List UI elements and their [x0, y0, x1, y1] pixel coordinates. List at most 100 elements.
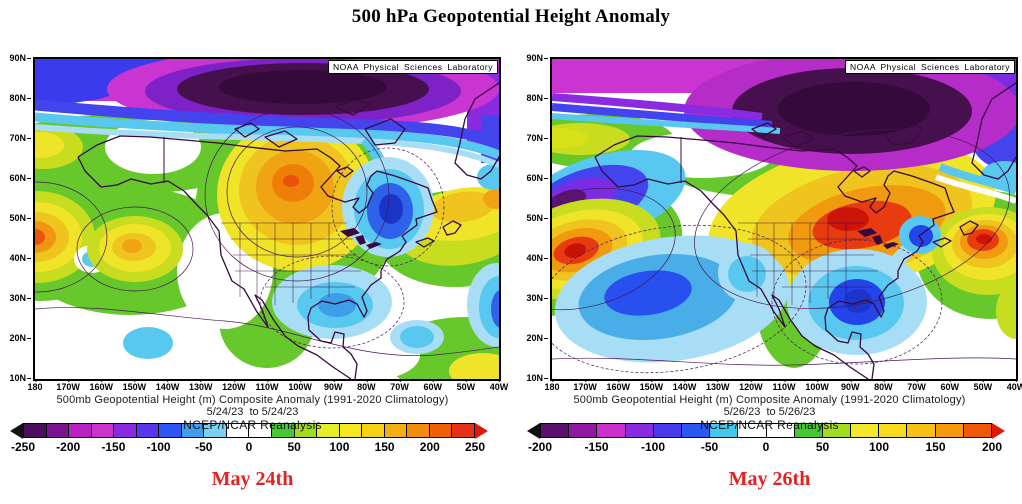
colorbar-segment: [851, 424, 880, 437]
colorbar-segment: [136, 424, 160, 437]
lon-tick-label: 120W: [222, 379, 246, 392]
coastlines: [594, 82, 1016, 379]
colorbar-tick-label: -150: [101, 440, 126, 454]
lon-tick-label: 170W: [56, 379, 80, 392]
lon-tick-label: 70W: [907, 379, 926, 392]
colorbar-segment: [822, 424, 852, 437]
colorbar-segment: [159, 424, 182, 437]
lon-tick-label: 140W: [672, 379, 697, 392]
colorbar-segment: [204, 424, 227, 437]
lon-tick-label: 100W: [805, 379, 829, 392]
colorbar-segment: [24, 424, 47, 437]
lat-tick-label: 80N: [526, 93, 548, 103]
lat-tick-label: 40N: [526, 253, 548, 263]
map-frame: NOAA Physical Sciences Laboratory: [550, 57, 1018, 381]
panel-may-26: 90N 80N 70N 60N 50N 40N 30N 20N 10N: [521, 30, 1022, 504]
lat-tick-label: 70N: [526, 133, 548, 143]
lat-tick-label: 50N: [9, 213, 31, 223]
colorbar-right-arrow: [475, 422, 488, 439]
lat-tick-label: 70N: [9, 133, 31, 143]
lat-tick-label: 60N: [9, 173, 31, 183]
colorbar-strip: [540, 423, 992, 438]
lon-tick-label: 60W: [423, 379, 442, 392]
lat-tick-label: 10N: [526, 373, 548, 383]
anomaly-map-may-24: [35, 59, 499, 379]
lon-tick-label: 110W: [255, 379, 279, 392]
colorbar-tick-label: -50: [195, 440, 213, 454]
colorbar-segment: [46, 424, 70, 437]
colorbar-segment: [362, 424, 385, 437]
lon-tick-label: 160W: [89, 379, 114, 392]
colorbar-segment: [625, 424, 654, 437]
lon-tick-label: 60W: [940, 379, 959, 392]
lat-tick-label: 20N: [9, 333, 31, 343]
lat-tick-label: 90N: [526, 53, 548, 63]
colorbar-segment: [429, 424, 453, 437]
lat-tick-label: 40N: [9, 253, 31, 263]
colorbar-segment: [181, 424, 205, 437]
lon-tick-label: 140W: [155, 379, 180, 392]
page-title: 500 hPa Geopotential Height Anomaly: [351, 6, 671, 27]
colorbar-tick-label: -100: [640, 440, 666, 454]
colorbar-segment: [879, 424, 908, 437]
lat-tick-label: 20N: [526, 333, 548, 343]
colorbar-segment: [294, 424, 318, 437]
coastlines: [77, 82, 499, 379]
colorbar-tick-label: 0: [762, 440, 770, 454]
colorbar-tick-label: -150: [584, 440, 609, 454]
lon-tick-label: 70W: [390, 379, 409, 392]
lon-tick-label: 150W: [122, 379, 147, 392]
colorbar-segment: [226, 424, 250, 437]
colorbar-tick-label: 100: [868, 440, 890, 454]
anomaly-map-may-26: [552, 59, 1016, 379]
map-caption: 500mb Geopotential Height (m) Composite …: [56, 394, 449, 406]
colorbar-segment: [963, 424, 991, 437]
colorbar-segment: [681, 424, 711, 437]
colorbar-segment: [569, 424, 598, 437]
colorbar-segment: [339, 424, 363, 437]
colorbar-segment: [935, 424, 964, 437]
colorbar-segment: [597, 424, 626, 437]
colorbar-strip: [23, 423, 475, 438]
colorbar-segment: [91, 424, 115, 437]
date-caption: May 24th: [211, 468, 294, 490]
colorbar-segment: [738, 424, 767, 437]
colorbar-tick-label: 200: [419, 440, 440, 454]
lon-tick-label: 90W: [841, 379, 860, 392]
lon-tick-label: 180: [27, 379, 43, 392]
lon-tick-label: 170W: [573, 379, 597, 392]
colorbar-tick-label: -200: [527, 440, 553, 454]
lat-tick-label: 10N: [9, 373, 31, 383]
colorbar-segment: [452, 424, 474, 437]
great-lakes: [340, 228, 382, 249]
lon-tick-label: 40W: [489, 379, 509, 392]
lon-tick-label: 40W: [1007, 379, 1022, 392]
lat-tick-label: 50N: [526, 213, 548, 223]
colorbar-left-arrow: [527, 422, 540, 439]
colorbar-segment: [766, 424, 795, 437]
lon-tick-label: 130W: [188, 379, 213, 392]
date-caption: May 26th: [728, 468, 811, 490]
lon-tick-label: 50W: [456, 379, 476, 392]
lon-tick-label: 100W: [288, 379, 312, 392]
colorbar-left-arrow: [10, 422, 23, 439]
lat-axis: 90N 80N 70N 60N 50N 40N 30N 20N 10N: [521, 53, 549, 383]
lat-tick-label: 90N: [9, 53, 31, 63]
colorbar-tick-label: -50: [700, 440, 719, 454]
lon-tick-label: 130W: [705, 379, 730, 392]
anomaly-field: [35, 59, 499, 379]
colorbar-segment: [407, 424, 430, 437]
colorbar-ticks: -250 -200 -150 -100 -50 0 50 100 150 200 250: [10, 440, 488, 454]
colorbar-tick-label: 50: [287, 440, 301, 454]
colorbar-tick-label: 50: [815, 440, 830, 454]
reanalysis-watermark: NCEP/NCAR Reanalysis: [183, 418, 322, 432]
colorbar-segment: [272, 424, 295, 437]
colorbar-ticks: -200 -150 -100 -50 0 50 100 150 200: [527, 440, 1005, 454]
lon-tick-label: 150W: [639, 379, 664, 392]
lon-tick-label: 50W: [973, 379, 993, 392]
colorbar-segment: [907, 424, 936, 437]
colorbar-tick-label: 150: [374, 440, 395, 454]
noaa-credit-label: NOAA Physical Sciences Laboratory: [845, 60, 1015, 74]
lat-tick-label: 80N: [9, 93, 31, 103]
